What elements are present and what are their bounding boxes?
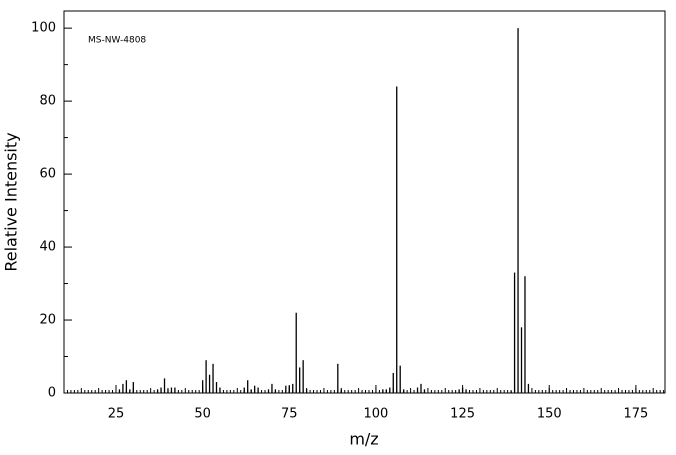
y-tick-label: 40 bbox=[39, 240, 56, 255]
x-axis-label: m/z bbox=[349, 430, 378, 449]
x-tick-label: 100 bbox=[364, 407, 389, 422]
x-tick-label: 150 bbox=[537, 407, 562, 422]
x-tick-label: 175 bbox=[623, 407, 648, 422]
y-tick-label: 60 bbox=[39, 167, 56, 182]
x-tick-label: 25 bbox=[108, 407, 125, 422]
y-axis-label: Relative Intensity bbox=[2, 132, 21, 271]
y-tick-label: 0 bbox=[48, 386, 56, 401]
x-tick-label: 50 bbox=[194, 407, 211, 422]
x-tick-label: 75 bbox=[281, 407, 298, 422]
annotation: MS-NW-4808 bbox=[88, 36, 146, 46]
y-tick-label: 100 bbox=[31, 21, 56, 36]
y-tick-label: 80 bbox=[39, 94, 56, 109]
x-tick-label: 125 bbox=[450, 407, 475, 422]
plot-frame bbox=[63, 10, 666, 394]
y-tick-label: 20 bbox=[39, 313, 56, 328]
